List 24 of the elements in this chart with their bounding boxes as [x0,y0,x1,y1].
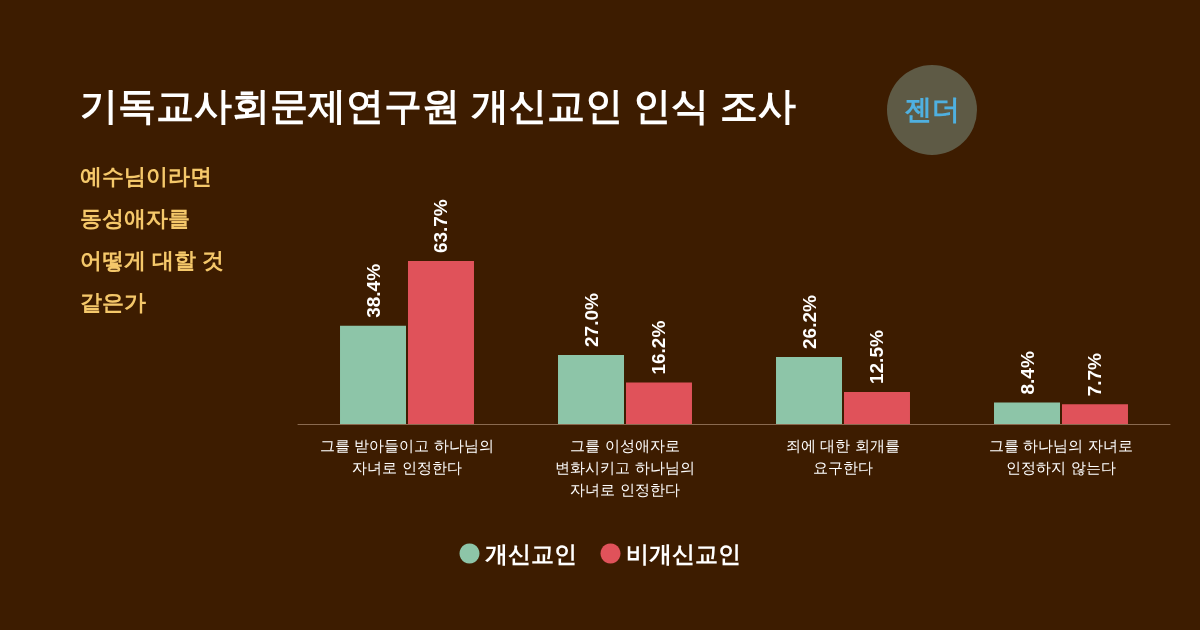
legend-label: 개신교인 [484,540,577,567]
x-tick-label: 그를 받아들이고 하나님의 자녀로 인정한다 [320,436,494,476]
x-tick-label: 그를 하나님의 자녀로 인정하지 않는다 [989,436,1133,476]
bar [407,261,474,424]
data-label: 26.2% [798,295,820,349]
bar [340,325,407,424]
data-label: 7.7% [1084,352,1106,397]
bar [843,392,910,424]
chart-title: 기독교사회문제연구원 개신교인 인식 조사 [80,85,796,127]
bar [776,357,843,424]
data-label: 16.2% [648,320,670,375]
data-label: 27.0% [580,292,602,347]
bar [625,382,692,424]
legend-label: 비개신교인 [625,540,741,567]
chart-subtitle: 예수님이라면 동성애자를 어떻게 대할 것 같은가 [80,163,225,315]
bar [558,354,625,424]
x-tick-label: 죄에 대한 회개를 요구한다 [786,436,900,476]
data-label: 8.4% [1016,351,1038,395]
data-label: 12.5% [866,330,888,385]
data-label: 38.4% [362,263,384,318]
bar [994,402,1061,424]
data-label: 63.7% [430,199,452,254]
bar [1061,404,1128,424]
x-tick-label: 그를 이성애자로 변화시키고 하나님의 자녀로 인정한다 [555,436,695,498]
